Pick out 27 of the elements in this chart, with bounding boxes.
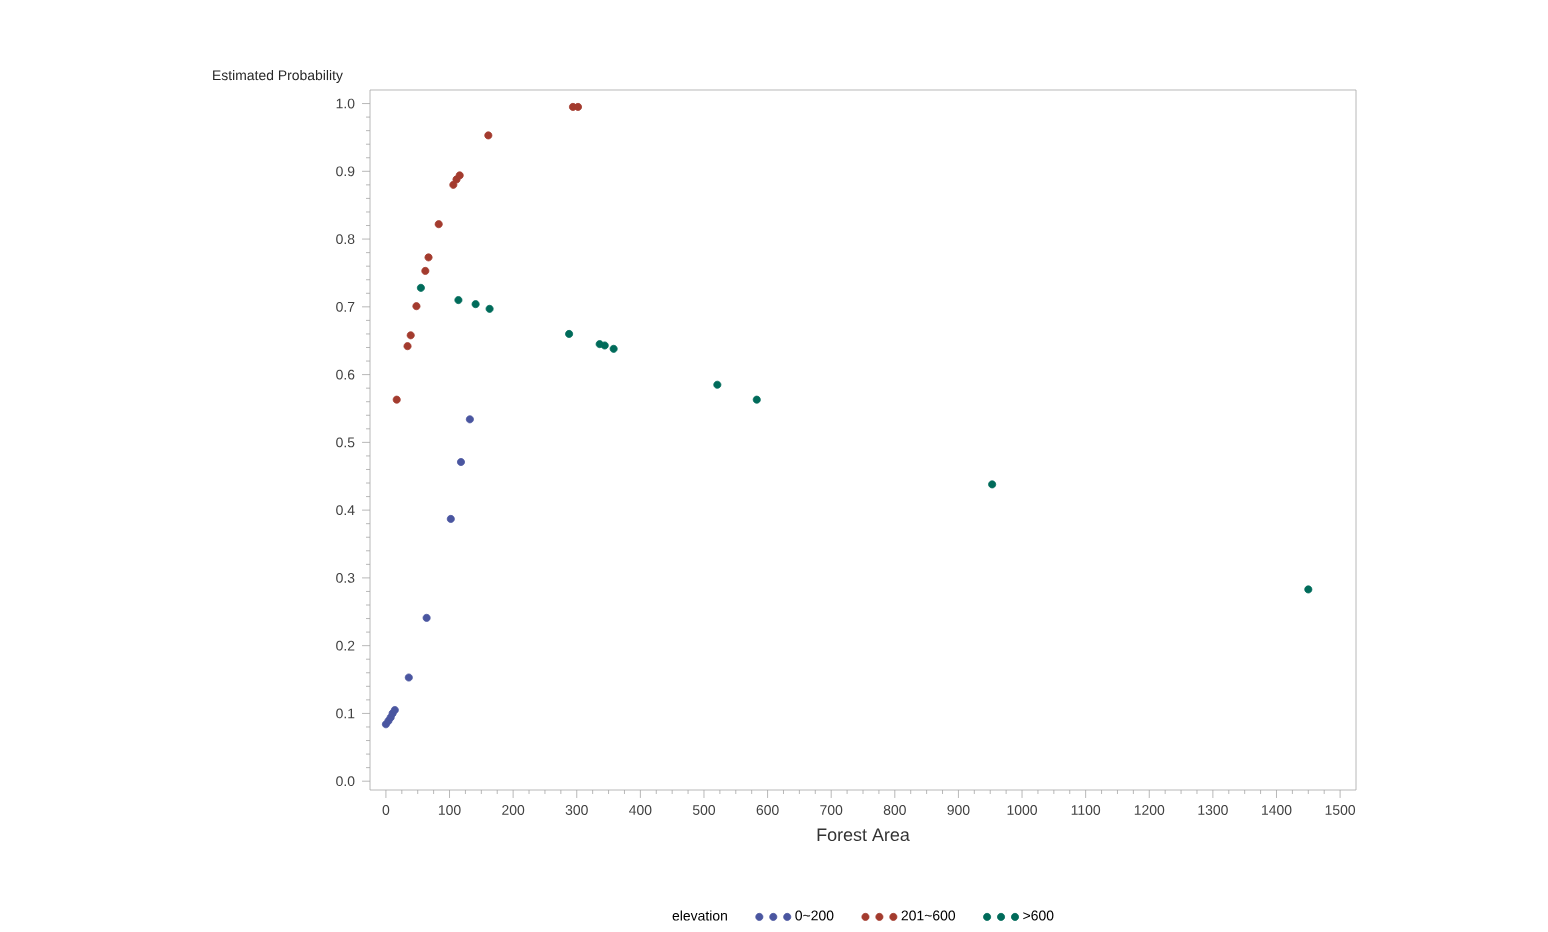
point — [752, 395, 761, 404]
point — [446, 515, 455, 524]
point — [609, 345, 618, 354]
point — [403, 342, 412, 351]
point — [465, 415, 474, 424]
point — [422, 614, 431, 623]
x-axis-title: Forest Area — [817, 828, 910, 842]
point — [392, 395, 401, 404]
point — [600, 341, 609, 350]
point — [713, 381, 722, 390]
point — [404, 673, 413, 682]
point — [416, 284, 425, 293]
point — [988, 480, 997, 489]
point — [1304, 585, 1313, 594]
point — [565, 330, 574, 339]
point — [484, 131, 493, 140]
point — [454, 296, 463, 305]
point — [485, 305, 494, 314]
point — [449, 181, 458, 190]
point — [456, 458, 465, 467]
point — [471, 300, 480, 309]
point — [574, 103, 582, 112]
point — [421, 267, 430, 276]
point — [412, 302, 421, 311]
point — [434, 220, 443, 229]
point — [406, 331, 415, 340]
point — [424, 253, 433, 262]
